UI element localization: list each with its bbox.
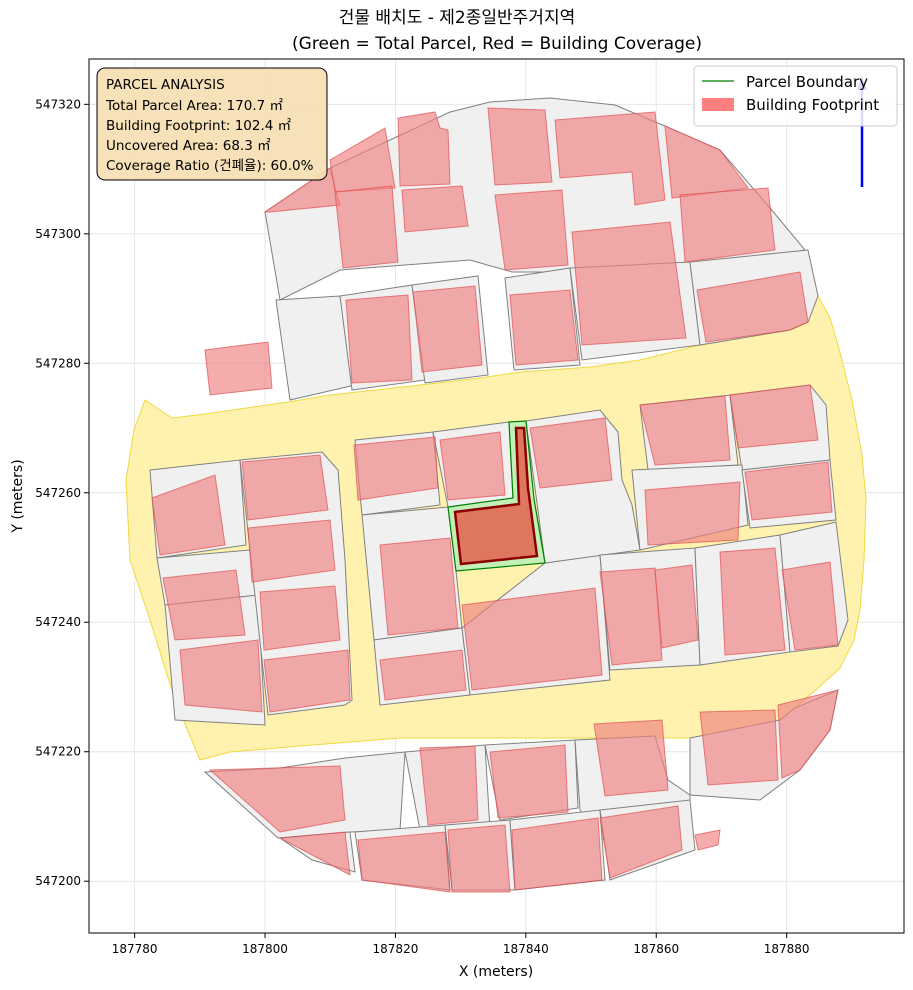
legend-building-label: Building Footprint [746, 96, 879, 114]
y-tick-label: 547260 [35, 486, 81, 500]
building-footprint [694, 829, 721, 851]
info-uncovered: Uncovered Area: 68.3 ㎡ [106, 138, 271, 154]
building-footprint [401, 185, 469, 233]
building-footprint [447, 824, 511, 893]
building-footprint [554, 111, 666, 206]
building-footprint [151, 474, 226, 556]
building-footprint [241, 454, 329, 521]
building-footprint [419, 745, 479, 826]
building-footprint [644, 481, 741, 546]
target-building-footprint [453, 426, 539, 566]
building-footprint [247, 519, 336, 583]
y-axis-label: Y (meters) [10, 459, 26, 533]
y-tick-label: 547220 [35, 745, 81, 759]
info-footprint: Building Footprint: 102.4 ㎡ [106, 118, 292, 134]
building-footprint [487, 107, 553, 186]
building-footprint [729, 384, 819, 449]
building-footprint [777, 689, 839, 779]
map-subtitle: (Green = Total Parcel, Red = Building Co… [292, 34, 702, 54]
x-ticks: 187780 187800 187820 187840 187860 187880 [112, 933, 810, 956]
building-footprint [263, 649, 351, 713]
info-heading: PARCEL ANALYSIS [106, 77, 225, 93]
building-footprint [179, 639, 263, 713]
building-footprint [664, 125, 749, 199]
building-footprint [162, 569, 246, 641]
building-footprint [259, 585, 341, 651]
building-footprint [696, 271, 809, 343]
map-title: 건물 배치도 - 제2종일반주거지역 [339, 8, 575, 28]
y-tick-label: 547200 [35, 874, 81, 888]
building-footprint [529, 417, 613, 489]
building-footprint [571, 221, 687, 346]
x-tick-label: 187880 [764, 942, 810, 956]
y-tick-label: 547300 [35, 227, 81, 241]
legend-parcel-label: Parcel Boundary [746, 73, 868, 91]
building-footprint [461, 587, 603, 691]
building-footprint [278, 831, 351, 876]
building-footprint [494, 189, 569, 271]
building-footprint [679, 187, 776, 263]
building-footprint [599, 805, 683, 879]
building-footprint [511, 817, 603, 891]
building-footprint [353, 436, 439, 501]
y-tick-label: 547240 [35, 615, 81, 629]
building-footprint [412, 285, 483, 373]
building-footprint [489, 744, 569, 819]
building-footprint [599, 567, 663, 666]
building-footprint [699, 709, 779, 786]
building-footprint [781, 561, 839, 651]
parcel-analysis-box: PARCEL ANALYSIS Total Parcel Area: 170.7… [96, 67, 328, 181]
x-axis-label: X (meters) [459, 964, 533, 980]
building-footprint [345, 294, 413, 384]
building-footprint [509, 289, 579, 366]
building-footprint [334, 185, 399, 269]
x-tick-label: 187840 [503, 942, 549, 956]
y-tick-label: 547280 [35, 356, 81, 370]
info-coverage: Coverage Ratio (건폐율): 60.0% [106, 158, 314, 174]
building-footprint [329, 127, 396, 193]
y-tick-label: 547320 [35, 97, 81, 111]
building-footprint [208, 765, 346, 833]
building-footprint [397, 111, 451, 187]
plot-frame [88, 58, 905, 934]
legend-building-swatch [702, 98, 734, 111]
x-tick-label: 187780 [112, 942, 158, 956]
x-tick-label: 187800 [242, 942, 288, 956]
x-tick-label: 187860 [633, 942, 679, 956]
building-footprint [593, 719, 669, 797]
legend: Parcel Boundary Building Footprint [693, 65, 898, 127]
x-tick-label: 187820 [373, 942, 419, 956]
building-footprint [744, 461, 833, 521]
building-footprint [639, 395, 731, 466]
building-footprint [357, 831, 451, 893]
building-footprints [151, 107, 839, 893]
building-footprint [719, 547, 786, 656]
building-footprint [379, 537, 459, 636]
y-ticks: 547200 547220 547240 547260 547280 547300 5473… [35, 97, 89, 888]
building-footprint [204, 341, 273, 396]
info-total-area: Total Parcel Area: 170.7 ㎡ [105, 98, 283, 114]
building-footprint [439, 431, 506, 501]
building-footprint [379, 649, 467, 701]
building-footprint [654, 564, 699, 649]
